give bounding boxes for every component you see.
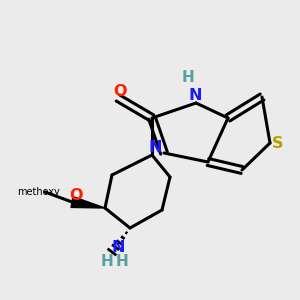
Text: H: H <box>100 254 113 268</box>
Text: H: H <box>182 70 194 86</box>
Text: methoxy: methoxy <box>16 187 59 197</box>
Text: N: N <box>188 88 202 104</box>
Text: O: O <box>113 85 127 100</box>
Text: S: S <box>272 136 284 151</box>
Text: N: N <box>148 140 162 155</box>
Text: H: H <box>116 254 128 268</box>
Text: O: O <box>69 188 83 203</box>
Text: N: N <box>111 241 125 256</box>
Polygon shape <box>71 196 105 208</box>
